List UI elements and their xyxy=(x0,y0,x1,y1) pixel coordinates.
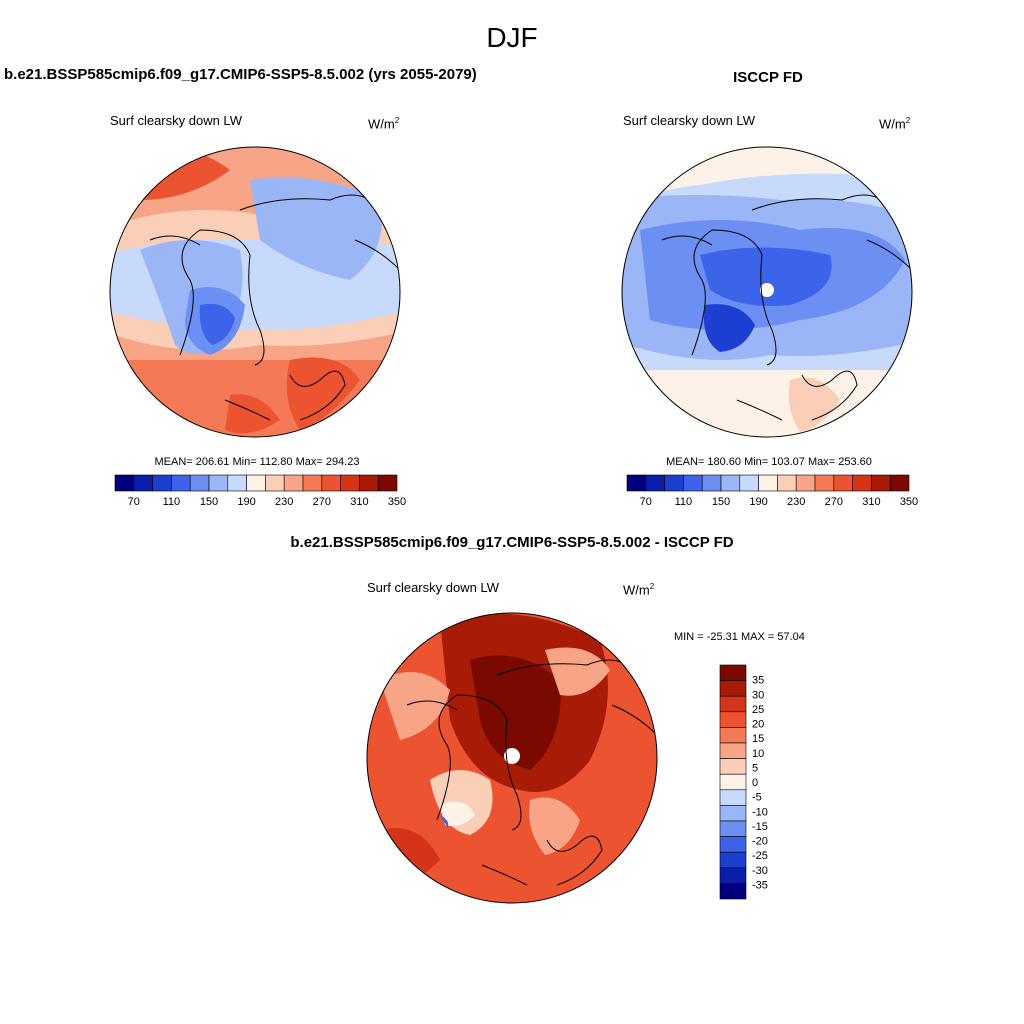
model-colorbar-tick-label: 310 xyxy=(350,496,368,508)
obs-colorbar-swatch xyxy=(777,474,797,492)
diff-colorbar-swatch xyxy=(719,836,747,853)
diff-colorbar-swatch xyxy=(719,680,747,697)
model-map-border xyxy=(109,146,401,438)
diff-colorbar-tick-label: 20 xyxy=(752,719,764,731)
obs-colorbar-tick-label: 230 xyxy=(787,496,805,508)
diff-polar-map xyxy=(367,613,657,903)
obs-colorbar-swatch xyxy=(664,474,684,492)
diff-colorbar-swatch xyxy=(719,851,747,869)
model-stats: MEAN= 206.61 Min= 112.80 Max= 294.23 xyxy=(154,456,360,468)
diff-colorbar-tick-label: -15 xyxy=(752,821,768,833)
obs-colorbar-tick-label: 70 xyxy=(640,496,652,508)
model-colorbar-swatch xyxy=(321,474,341,492)
obs-colorbar-swatch xyxy=(701,474,722,492)
diff-colorbar-swatch xyxy=(719,664,747,681)
diff-colorbar-swatch xyxy=(719,773,747,791)
obs-colorbar-swatch xyxy=(814,474,835,492)
diff-colorbar-tick-label: -25 xyxy=(752,850,768,862)
diff-colorbar-swatch xyxy=(719,727,747,744)
obs-colorbar-swatch xyxy=(683,474,703,492)
obs-colorbar-tick-label: 350 xyxy=(900,496,918,508)
model-colorbar-tick-label: 230 xyxy=(275,496,293,508)
obs-colorbar-swatch xyxy=(720,474,741,492)
model-colorbar-tick-label: 190 xyxy=(237,496,255,508)
obs-colorbar-tick-label: 150 xyxy=(712,496,730,508)
diff-colorbar-tick-label: 15 xyxy=(752,733,764,745)
obs-colorbar-tick-label: 190 xyxy=(749,496,767,508)
diff-colorbar: 35 30 25 20 15 10 5 0 -5 -10 -15 -20 -25 -30 -35 xyxy=(719,664,768,900)
model-colorbar-swatch xyxy=(133,474,153,492)
obs-colorbar-swatch xyxy=(739,474,759,492)
obs-colorbar-tick-label: 110 xyxy=(675,496,693,508)
model-colorbar-swatch xyxy=(265,474,285,492)
diff-units-label: W/m2 xyxy=(623,582,655,598)
model-variable-label: Surf clearsky down LW xyxy=(110,113,242,128)
obs-polar-map xyxy=(622,147,912,437)
diff-colorbar-swatch xyxy=(719,867,747,884)
obs-variable-label: Surf clearsky down LW xyxy=(623,113,755,128)
obs-colorbar-swatch xyxy=(645,474,665,492)
model-colorbar-swatch xyxy=(283,474,304,492)
model-colorbar-swatch xyxy=(359,474,379,492)
model-colorbar-tick-label: 270 xyxy=(313,496,331,508)
diff-colorbar-tick-label: 5 xyxy=(752,762,758,774)
diff-colorbar-tick-label: 25 xyxy=(752,704,764,716)
diff-colorbar-tick-label: -5 xyxy=(752,792,762,804)
diff-colorbar-swatch xyxy=(719,695,747,713)
model-panel-header: b.e21.BSSP585cmip6.f09_g17.CMIP6-SSP5-8.… xyxy=(4,66,477,83)
model-colorbar-swatch xyxy=(171,474,191,492)
model-colorbar-tick-label: 150 xyxy=(200,496,218,508)
obs-colorbar-tick-label: 310 xyxy=(862,496,880,508)
obs-colorbar-swatch xyxy=(758,474,778,492)
model-colorbar-tick-label: 350 xyxy=(388,496,406,508)
diff-colorbar-swatch xyxy=(719,711,747,728)
obs-panel-header: ISCCP FD xyxy=(733,69,803,86)
diff-colorbar-tick-label: 30 xyxy=(752,689,764,701)
obs-colorbar: 70 110 150 190 230 270 310 350 xyxy=(626,474,918,508)
model-colorbar-swatch xyxy=(340,474,360,492)
model-polar-map xyxy=(110,147,400,437)
model-units-label: W/m2 xyxy=(368,116,400,132)
obs-colorbar-swatch xyxy=(871,474,891,492)
model-colorbar-swatch xyxy=(114,474,135,492)
obs-stats: MEAN= 180.60 Min= 103.07 Max= 253.60 xyxy=(666,456,872,468)
diff-variable-label: Surf clearsky down LW xyxy=(367,580,499,595)
diff-stats: MIN = -25.31 MAX = 57.04 xyxy=(674,631,805,643)
diff-colorbar-tick-label: -35 xyxy=(752,879,768,891)
obs-colorbar-swatch xyxy=(833,474,853,492)
diff-colorbar-swatch xyxy=(719,758,747,775)
diff-colorbar-swatch xyxy=(719,805,747,822)
obs-colorbar-swatch xyxy=(889,474,910,492)
model-colorbar: 70 110 150 190 230 270 310 350 xyxy=(114,474,406,508)
model-colorbar-swatch xyxy=(152,474,172,492)
model-colorbar-swatch xyxy=(227,474,247,492)
obs-colorbar-swatch xyxy=(852,474,872,492)
model-colorbar-swatch xyxy=(208,474,229,492)
model-colorbar-tick-label: 110 xyxy=(163,496,181,508)
obs-colorbar-swatch xyxy=(795,474,816,492)
model-colorbar-swatch xyxy=(189,474,210,492)
diff-colorbar-tick-label: 10 xyxy=(752,748,764,760)
diff-colorbar-tick-label: -10 xyxy=(752,806,768,818)
obs-units-label: W/m2 xyxy=(879,116,911,132)
obs-map-border xyxy=(621,146,913,438)
diff-colorbar-swatch xyxy=(719,789,747,806)
diff-colorbar-swatch xyxy=(719,742,747,759)
model-colorbar-swatch xyxy=(302,474,323,492)
model-colorbar-tick-label: 70 xyxy=(128,496,140,508)
diff-colorbar-swatch xyxy=(719,820,747,837)
diff-map-border xyxy=(366,612,658,904)
model-colorbar-swatch xyxy=(246,474,266,492)
obs-colorbar-swatch xyxy=(626,474,647,492)
plot-title: DJF xyxy=(486,22,538,53)
obs-colorbar-tick-label: 270 xyxy=(825,496,843,508)
model-colorbar-swatch xyxy=(377,474,398,492)
diff-colorbar-tick-label: -20 xyxy=(752,836,768,848)
diff-colorbar-tick-label: 35 xyxy=(752,675,764,687)
diff-colorbar-tick-label: 0 xyxy=(752,777,758,789)
diff-panel-header: b.e21.BSSP585cmip6.f09_g17.CMIP6-SSP5-8.… xyxy=(290,534,734,551)
diff-colorbar-tick-label: -30 xyxy=(752,865,768,877)
diff-colorbar-swatch xyxy=(719,883,747,900)
